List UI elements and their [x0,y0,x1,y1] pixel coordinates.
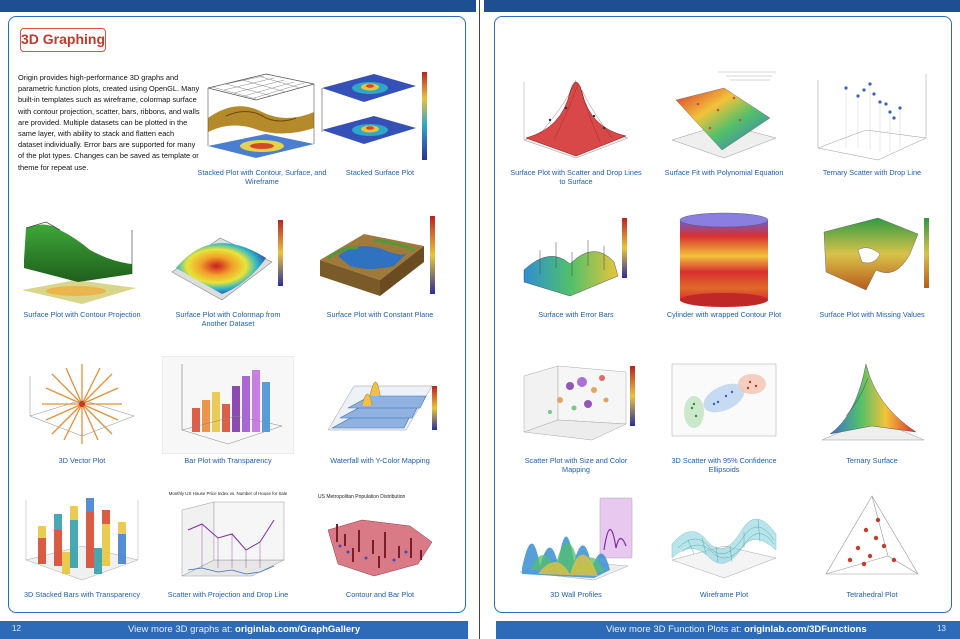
intro-paragraph: Origin provides high-performance 3D grap… [18,73,200,172]
figure-caption: 3D Scatter with 95% Confidence Ellipsoid… [671,456,777,474]
top-bar-left [0,0,476,12]
figure-caption: Bar Plot with Transparency [184,456,272,465]
surface-scatter-thumbnail [523,79,629,159]
figure-surface-fit-polynomial[interactable]: Surface Fit with Polynomial Equation [658,68,790,178]
figure-stacked-contour-surface-wireframe[interactable]: Stacked Plot with Contour, Surface, and … [196,68,328,186]
figure-caption: Surface Plot with Contour Projection [23,310,141,319]
chart-title: Monthly US House Price Index vs. Number … [169,491,288,496]
figure-ternary-scatter-dropline[interactable]: Ternary Scatter with Drop Line [806,68,938,178]
surface-colormap-thumbnail [171,220,283,301]
top-bar-right [484,0,960,12]
figure-surface-contour-projection[interactable]: Surface Plot with Contour Projection [16,210,148,320]
functions-link[interactable]: View more 3D Function Plots at: originla… [606,624,867,635]
figure-caption: Surface Plot with Missing Values [819,310,925,319]
figure-surface-constant-plane[interactable]: Surface Plot with Constant Plane [314,210,446,320]
surface-fit-thumbnail [671,71,777,159]
wireframe-thumbnail [671,518,777,579]
surface-constant-plane-thumbnail [320,216,435,296]
figure-stacked-surface[interactable]: Stacked Surface Plot [314,68,446,178]
confidence-ellipsoids-thumbnail [671,363,777,437]
figure-caption: Ternary Surface [846,456,898,465]
tetrahedral-thumbnail [825,495,919,575]
figure-scatter-projection-dropline[interactable]: Monthly US House Price Index vs. Number … [162,490,294,600]
link-prefix: View more 3D Function Plots at: [606,624,745,635]
figure-cylinder-contour[interactable]: Cylinder with wrapped Contour Plot [658,210,790,320]
figure-caption: 3D Wall Profiles [550,590,602,599]
page-number: 13 [937,624,946,633]
link-url[interactable]: originlab.com/GraphGallery [235,624,361,635]
figure-surface-missing-values[interactable]: Surface Plot with Missing Values [806,210,938,320]
vector-plot-thumbnail [29,364,135,444]
figure-ternary-surface[interactable]: Ternary Surface [806,356,938,466]
figure-caption: Scatter Plot with Size and Color Mapping [524,456,628,474]
figure-caption: Waterfall with Y-Color Mapping [330,456,430,465]
footer-left: 12 View more 3D graphs at: originlab.com… [0,621,468,639]
wall-profiles-thumbnail [519,497,633,581]
waterfall-thumbnail [327,381,437,431]
figure-caption: Scatter with Projection and Drop Line [167,590,289,599]
stacked-plot-thumbnail [207,73,315,158]
stacked-bars-thumbnail [25,498,139,581]
footer-right: View more 3D Function Plots at: originla… [496,621,960,639]
figure-caption: Cylinder with wrapped Contour Plot [666,310,782,319]
chart-title: US Metropolitan Population Distribution [318,494,405,500]
figure-stacked-bars-transparency[interactable]: 3D Stacked Bars with Transparency [16,490,148,600]
figure-caption: Surface Plot with Colormap from Another … [175,310,281,328]
figure-3d-wall-profiles[interactable]: 3D Wall Profiles [510,490,642,600]
figure-caption: Surface Plot with Constant Plane [326,310,434,319]
cylinder-thumbnail [679,212,769,307]
gallery-link[interactable]: View more 3D graphs at: originlab.com/Gr… [128,624,360,635]
surface-missing-values-thumbnail [823,217,929,291]
surface-error-bars-thumbnail [523,218,627,297]
figure-waterfall-ycolor[interactable]: Waterfall with Y-Color Mapping [314,356,446,466]
figure-caption: 3D Vector Plot [58,456,106,465]
page-number: 12 [12,624,21,633]
figure-caption: Surface with Error Bars [538,310,614,319]
figure-3d-vector[interactable]: 3D Vector Plot [16,356,148,466]
figure-caption: Wireframe Plot [699,590,749,599]
figure-caption: Stacked Surface Plot [345,168,415,177]
section-title: 3D Graphing [20,28,106,52]
figure-tetrahedral[interactable]: Tetrahedral Plot [806,490,938,600]
figure-caption: Contour and Bar Plot [345,590,415,599]
scatter-projection-thumbnail: Monthly US House Price Index vs. Number … [169,491,288,577]
figure-caption: 3D Stacked Bars with Transparency [24,590,140,599]
link-url[interactable]: originlab.com/3DFunctions [744,624,867,635]
scatter-size-color-thumbnail [523,365,635,441]
link-prefix: View more 3D graphs at: [128,624,236,635]
figure-surface-colormap[interactable]: Surface Plot with Colormap from Another … [162,210,294,328]
figure-scatter-confidence-ellipsoids[interactable]: 3D Scatter with 95% Confidence Ellipsoid… [658,356,790,474]
stacked-surface-thumbnail [321,72,427,160]
figure-caption: Tetrahedral Plot [846,590,898,599]
figure-scatter-size-color[interactable]: Scatter Plot with Size and Color Mapping [510,356,642,474]
figure-contour-bar[interactable]: US Metropolitan Population Distribution … [314,490,446,600]
figure-surface-scatter-droplines[interactable]: Surface Plot with Scatter and Drop Lines… [510,68,642,186]
figure-surface-error-bars[interactable]: Surface with Error Bars [510,210,642,320]
figure-caption: Surface Fit with Polynomial Equation [664,168,784,177]
ternary-surface-thumbnail [821,363,925,441]
contour-bar-thumbnail: US Metropolitan Population Distribution [318,494,433,577]
surface-contour-projection-thumbnail [22,221,136,304]
ternary-scatter-thumbnail [817,74,927,161]
figure-caption: Ternary Scatter with Drop Line [822,168,922,177]
figure-wireframe[interactable]: Wireframe Plot [658,490,790,600]
figure-bar-transparency[interactable]: Bar Plot with Transparency [162,356,294,466]
figure-caption: Surface Plot with Scatter and Drop Lines… [510,168,642,186]
bar-transparency-thumbnail [162,356,294,454]
figure-caption: Stacked Plot with Contour, Surface, and … [197,168,327,186]
page-gutter [476,0,484,639]
